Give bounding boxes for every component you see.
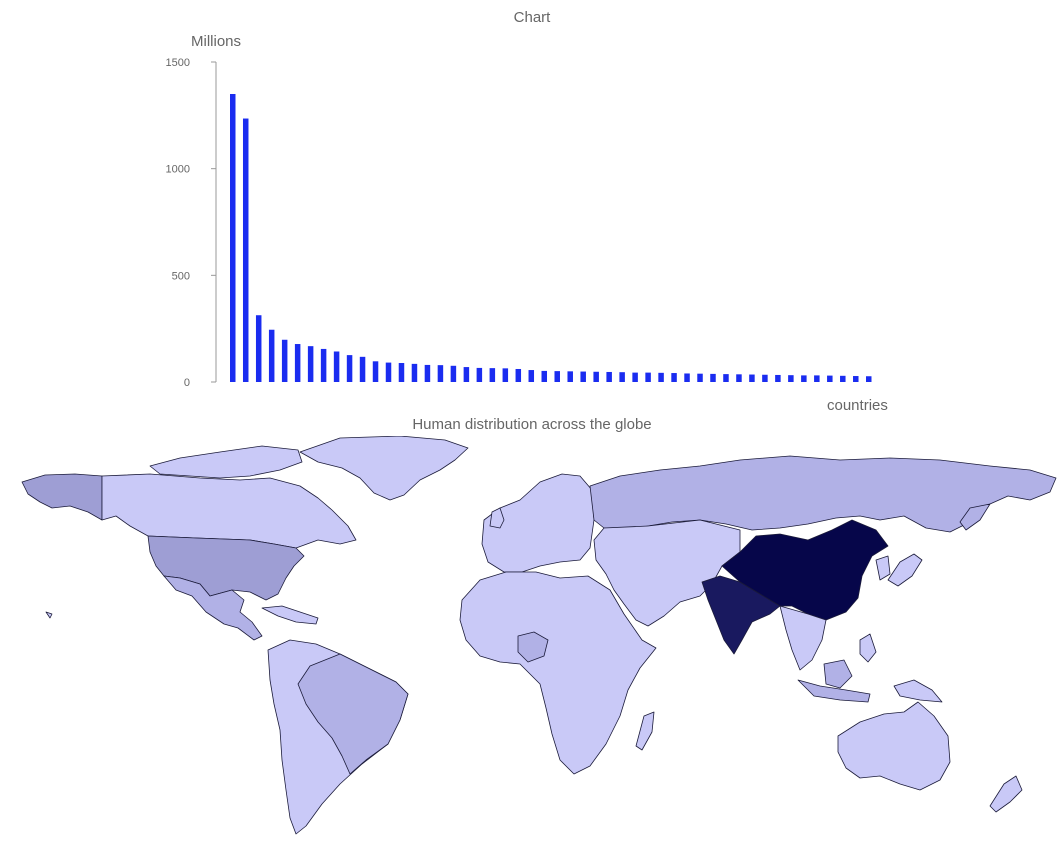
y-axis-ticks: 0 500 1000 1500 <box>166 57 216 389</box>
bar-41[interactable] <box>762 374 768 382</box>
bar-25[interactable] <box>554 371 560 382</box>
bar-11[interactable] <box>372 361 379 382</box>
map-region-philippines[interactable] <box>859 633 877 663</box>
bar-3[interactable] <box>268 329 275 382</box>
map-region-middle-east[interactable] <box>593 519 741 627</box>
bar-28[interactable] <box>593 371 599 382</box>
bar-21[interactable] <box>502 368 509 382</box>
bar-15[interactable] <box>424 364 431 382</box>
bar-chart: Chart Millions countries 0 500 1000 1500 <box>166 9 888 414</box>
bar-0[interactable] <box>230 94 236 382</box>
bar-33[interactable] <box>658 372 664 382</box>
map-region-new-zealand[interactable] <box>989 775 1023 813</box>
map-region-new-guinea[interactable] <box>893 679 943 703</box>
map-region-uk[interactable] <box>489 507 505 529</box>
bar-17[interactable] <box>450 365 457 382</box>
bar-1[interactable] <box>242 118 249 382</box>
bar-5[interactable] <box>294 344 301 382</box>
map-region-brazil[interactable] <box>297 653 409 775</box>
bar-18[interactable] <box>463 367 470 382</box>
bar-30[interactable] <box>619 372 625 382</box>
map-region-russia[interactable] <box>589 455 1057 533</box>
map-region-europe[interactable] <box>481 473 595 573</box>
bar-22[interactable] <box>515 368 522 382</box>
bars-series <box>230 94 872 382</box>
y-tick-label-2: 1000 <box>166 164 190 176</box>
map-region-kamchatka[interactable] <box>959 503 991 531</box>
map-region-usa[interactable] <box>147 535 305 601</box>
x-axis-label: countries <box>827 397 888 414</box>
bar-29[interactable] <box>606 371 612 382</box>
map-region-arctic-islands[interactable] <box>149 445 303 479</box>
bar-9[interactable] <box>346 355 353 382</box>
bar-39[interactable] <box>736 374 742 382</box>
bar-6[interactable] <box>307 346 314 382</box>
bar-45[interactable] <box>814 375 820 382</box>
map-region-nigeria[interactable] <box>517 631 549 663</box>
map-region-mexico[interactable] <box>163 575 263 641</box>
map-region-alaska[interactable] <box>21 473 103 521</box>
y-axis-label: Millions <box>191 33 241 50</box>
bar-37[interactable] <box>710 373 716 382</box>
bar-31[interactable] <box>632 372 638 382</box>
bar-35[interactable] <box>684 373 690 382</box>
bar-16[interactable] <box>437 365 444 382</box>
y-tick-label-1: 500 <box>172 270 190 282</box>
bar-47[interactable] <box>840 375 846 382</box>
bar-23[interactable] <box>528 370 535 382</box>
bar-12[interactable] <box>385 362 392 382</box>
map-region-madagascar[interactable] <box>635 711 655 751</box>
map-region-canada[interactable] <box>101 473 357 549</box>
bar-10[interactable] <box>359 356 366 382</box>
bar-7[interactable] <box>320 348 327 382</box>
world-map <box>21 436 1057 835</box>
bar-14[interactable] <box>411 363 418 382</box>
map-region-caribbean[interactable] <box>261 605 319 625</box>
bar-34[interactable] <box>671 373 677 382</box>
bar-42[interactable] <box>775 374 781 382</box>
map-region-japan[interactable] <box>887 553 923 587</box>
bar-48[interactable] <box>853 376 859 382</box>
map-region-australia[interactable] <box>837 701 951 791</box>
bar-20[interactable] <box>489 368 496 382</box>
bar-19[interactable] <box>476 367 483 382</box>
bar-49[interactable] <box>866 376 872 382</box>
y-tick-label-3: 1500 <box>166 57 190 69</box>
bar-24[interactable] <box>541 370 548 382</box>
y-tick-label-0: 0 <box>184 377 190 389</box>
chart-title: Chart <box>514 9 552 26</box>
bar-4[interactable] <box>281 339 288 382</box>
map-region-hawaii[interactable] <box>45 611 53 619</box>
bar-46[interactable] <box>827 375 833 382</box>
bar-2[interactable] <box>255 315 262 382</box>
bar-44[interactable] <box>801 375 807 382</box>
bar-13[interactable] <box>398 363 405 382</box>
bar-40[interactable] <box>749 374 755 382</box>
map-region-korea[interactable] <box>875 555 891 581</box>
bar-32[interactable] <box>645 372 651 382</box>
map-region-borneo[interactable] <box>823 659 853 689</box>
bar-8[interactable] <box>333 351 340 382</box>
bar-36[interactable] <box>697 373 703 382</box>
map-region-indonesia[interactable] <box>797 679 871 703</box>
map-region-southeast-asia[interactable] <box>779 605 827 671</box>
map-region-africa[interactable] <box>459 571 657 775</box>
bar-43[interactable] <box>788 375 794 382</box>
map-title: Human distribution across the globe <box>412 416 652 433</box>
bar-26[interactable] <box>567 371 573 382</box>
bar-27[interactable] <box>580 371 586 382</box>
map-region-greenland[interactable] <box>299 436 469 501</box>
map-region-china[interactable] <box>721 519 889 621</box>
bar-38[interactable] <box>723 374 729 382</box>
